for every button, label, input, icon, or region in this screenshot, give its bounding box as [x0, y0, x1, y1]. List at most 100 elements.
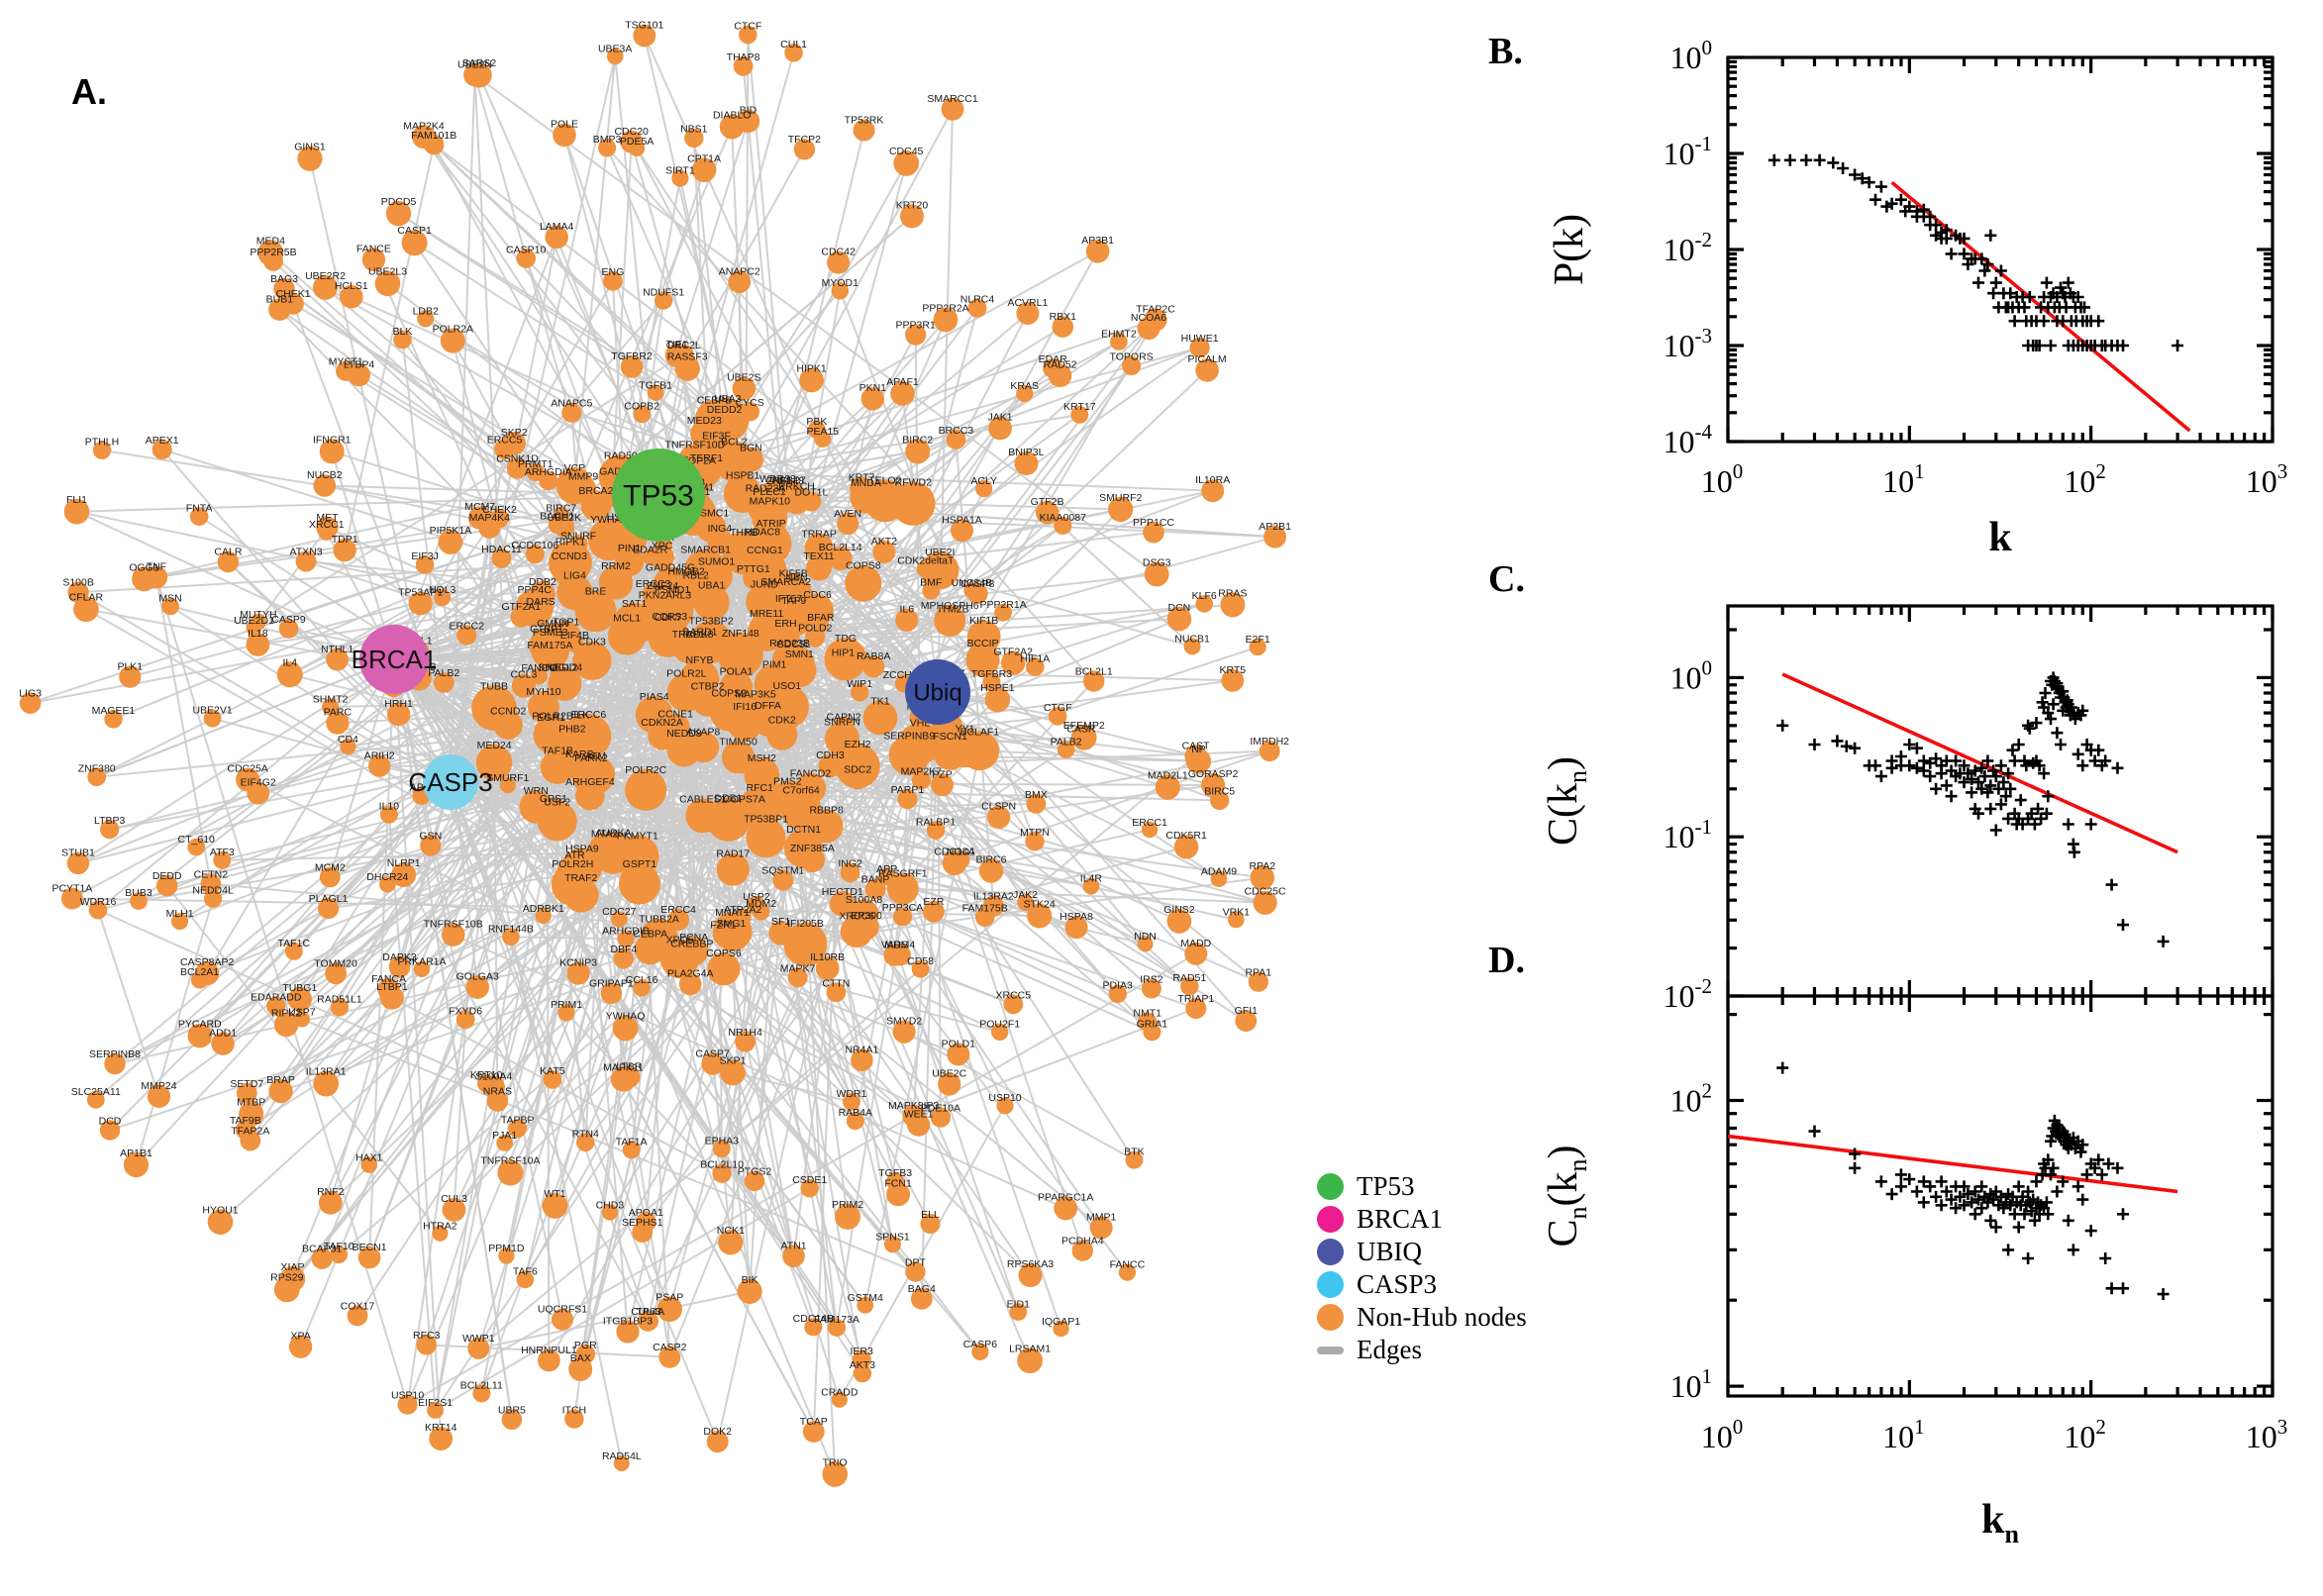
data-point [2099, 754, 2112, 767]
network-node [412, 125, 436, 150]
network-node [476, 1074, 496, 1093]
data-point [2038, 315, 2051, 328]
gene-label: BECN1 [353, 1242, 387, 1253]
gene-label: POLR2L [666, 668, 706, 680]
data-point [2092, 744, 2105, 756]
gene-label: MED24 [477, 740, 512, 751]
gene-label: PRKCH [778, 481, 815, 493]
network-node [1210, 790, 1230, 811]
gene-label: HIPK1 [796, 363, 827, 375]
gene-label: RIPK2 [271, 1008, 302, 1020]
gene-label: BAG4 [908, 1283, 936, 1295]
gene-label: CALR [214, 547, 242, 558]
network-node [669, 594, 687, 612]
gene-label: ADD1 [209, 1028, 237, 1040]
gene-label: ITCH [562, 1404, 587, 1416]
network-edge [227, 560, 452, 783]
network-node [273, 1012, 299, 1038]
gene-label: FANCE [356, 244, 391, 255]
gene-label: CDC42 [821, 247, 856, 258]
gene-label: PRIM2 [832, 1199, 863, 1211]
network-node [671, 169, 689, 187]
gene-label: ITGB1BP3 [603, 1315, 653, 1327]
data-point [1966, 786, 1978, 799]
data-point [2042, 1208, 2055, 1221]
gene-label: IER3 [851, 1346, 874, 1357]
data-point [1924, 1180, 1937, 1193]
network-edge [97, 691, 939, 912]
gene-label: CETN2 [194, 869, 229, 881]
data-point [1950, 754, 1963, 767]
gene-label: BIK [742, 1274, 758, 1286]
network-node [401, 230, 428, 256]
gene-label: UQCRFS1 [538, 1304, 587, 1316]
gene-label: PLAGL1 [309, 893, 349, 905]
network-edge [903, 1031, 1135, 1161]
network-node [432, 1225, 449, 1242]
network-node [978, 858, 1004, 883]
gene-label: APEX1 [146, 435, 179, 447]
data-point [2088, 1161, 2101, 1174]
network-node [171, 913, 189, 931]
network-node [620, 355, 644, 378]
network-edge [109, 948, 652, 1132]
network-node [420, 835, 442, 856]
gene-label: EDARADD [251, 992, 302, 1004]
gene-label: TGFB1 [639, 380, 672, 392]
gene-label: THRB [730, 527, 758, 539]
network-node [833, 651, 854, 672]
gene-label: BMF [920, 577, 942, 589]
gene-label: ZNF148 [722, 628, 759, 640]
data-point [2102, 1157, 2115, 1170]
gene-label: PDCD5 [381, 196, 417, 208]
gene-label: PPP2R5B [250, 247, 296, 258]
gene-label: XPO5 [665, 935, 693, 947]
network-node [922, 581, 941, 600]
gene-label: SNURF [560, 531, 596, 543]
network-node [525, 545, 545, 564]
gene-label: KCNIP3 [559, 957, 597, 969]
network-node [1155, 774, 1180, 800]
data-point [2111, 1161, 2124, 1174]
gene-label: MAP2K4 [403, 120, 445, 132]
gene-label: CDC20 [614, 126, 649, 138]
gene-label: BTK [1124, 1147, 1144, 1158]
hub-label-brca1: BRCA1 [352, 645, 438, 674]
network-node [941, 97, 964, 121]
gene-label: USF2 [544, 796, 570, 808]
gene-label: RFC3 [413, 1330, 441, 1342]
gene-label: BCL2L10 [700, 1158, 744, 1170]
gene-label: TERF1 [690, 452, 723, 464]
gene-label: TP53BP1 [744, 813, 788, 825]
network-node [1118, 1263, 1136, 1281]
network-node [890, 381, 915, 406]
gene-label: MED23 [687, 415, 722, 427]
gene-label: CRADD [821, 1387, 858, 1399]
data-point [1808, 739, 1821, 750]
gene-label: AKT2 [871, 536, 897, 548]
gene-label: LRSAM1 [1009, 1343, 1051, 1354]
gene-label: FAM175B [962, 902, 1008, 914]
data-point [2042, 1153, 2055, 1166]
network-node [66, 851, 90, 875]
network-edge [169, 605, 452, 783]
gene-label: RAB4A [839, 1107, 872, 1119]
network-node [397, 1394, 418, 1415]
network-edge [165, 884, 442, 1235]
gene-label: DDB2 [529, 576, 556, 588]
data-point [2111, 761, 2124, 774]
network-node [1001, 650, 1026, 675]
data-point [1863, 176, 1875, 189]
network-node [892, 907, 913, 927]
network-node [386, 702, 411, 727]
gene-label: PARP1 [891, 784, 925, 796]
network-node [1141, 978, 1162, 999]
network-node [434, 588, 452, 607]
network-node [975, 480, 993, 498]
gene-label: RPA1 [1245, 967, 1271, 979]
network-node [835, 1203, 860, 1230]
network-node [804, 1318, 823, 1337]
network-node [67, 581, 89, 603]
data-point [2047, 1161, 2060, 1174]
